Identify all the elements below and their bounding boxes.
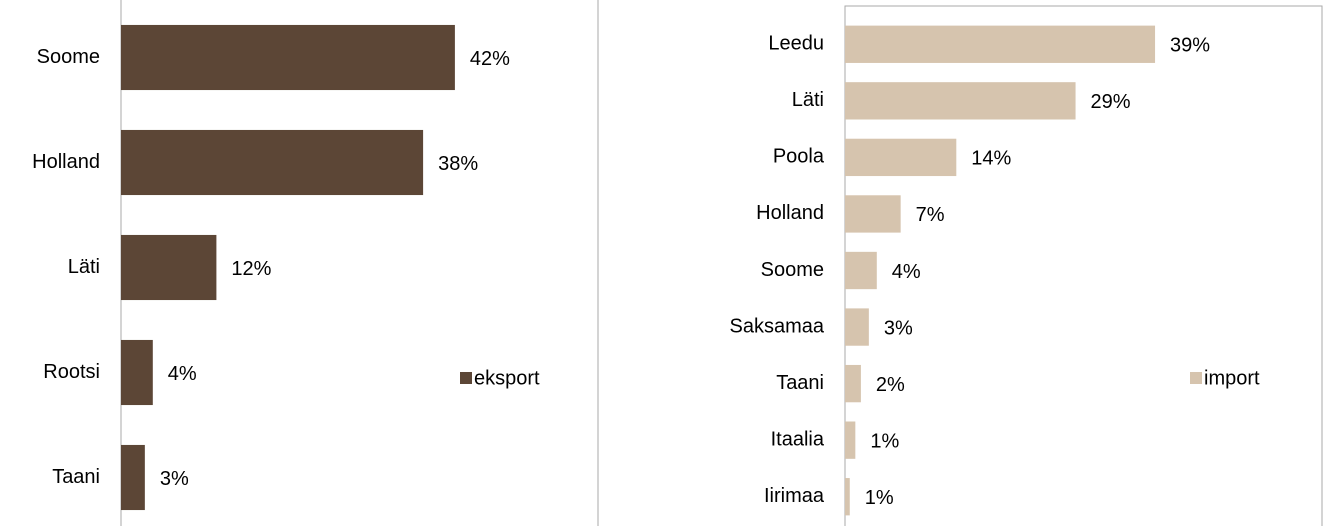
bar — [845, 478, 850, 516]
value-label: 12% — [231, 258, 271, 280]
value-label: 14% — [971, 148, 1011, 170]
value-label: 4% — [892, 261, 921, 283]
bar — [121, 444, 145, 511]
bar — [121, 129, 424, 196]
category-label: Holland — [32, 151, 100, 173]
legend-label: import — [1204, 367, 1260, 389]
category-label: Taani — [776, 372, 824, 394]
bar — [845, 421, 856, 459]
value-label: 7% — [916, 204, 945, 226]
value-label: 29% — [1091, 91, 1131, 113]
category-label: Taani — [52, 466, 100, 488]
bar — [845, 308, 869, 346]
value-label: 39% — [1170, 35, 1210, 57]
bar — [121, 339, 153, 406]
category-label: Saksamaa — [730, 315, 825, 337]
category-label: Itaalia — [771, 428, 825, 450]
category-label: Soome — [761, 259, 824, 281]
value-label: 4% — [168, 363, 197, 385]
value-label: 42% — [470, 48, 510, 70]
value-label: 1% — [865, 487, 894, 509]
bar — [845, 251, 877, 290]
category-label: Läti — [792, 89, 824, 111]
category-label: Poola — [773, 146, 825, 168]
legend-label: eksport — [474, 367, 540, 389]
category-label: Iirimaa — [764, 485, 825, 507]
value-label: 2% — [876, 374, 905, 396]
category-label: Soome — [37, 46, 100, 68]
bar — [845, 82, 1076, 120]
bar — [845, 195, 901, 233]
value-label: 1% — [870, 430, 899, 452]
category-label: Holland — [756, 202, 824, 224]
legend-swatch — [460, 372, 472, 384]
bar — [845, 364, 861, 403]
bar — [121, 24, 455, 91]
bar — [845, 25, 1156, 63]
category-label: Leedu — [768, 33, 824, 55]
category-label: Rootsi — [43, 361, 100, 383]
value-label: 38% — [438, 153, 478, 175]
legend-swatch — [1190, 372, 1202, 384]
value-label: 3% — [884, 317, 913, 339]
bar — [845, 138, 957, 177]
category-label: Läti — [68, 256, 100, 278]
bar — [121, 234, 217, 301]
value-label: 3% — [160, 468, 189, 490]
